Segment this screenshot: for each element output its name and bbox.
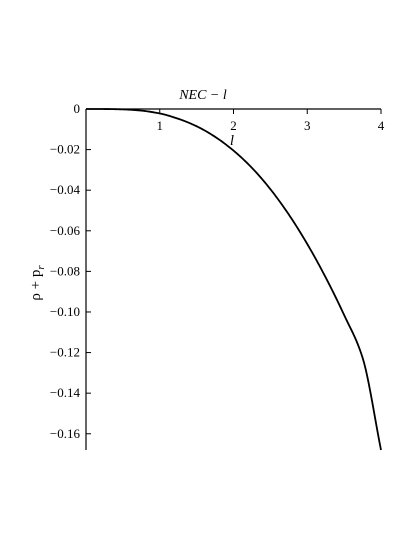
- y-tick-label: −0.16: [50, 426, 81, 441]
- y-tick-label: −0.10: [50, 304, 80, 319]
- chart-title: NEC − l: [178, 88, 227, 103]
- x-tick-label: 4: [378, 118, 385, 133]
- y-tick-label: −0.12: [50, 345, 80, 360]
- x-tick-label: 2: [230, 118, 237, 133]
- y-tick-label: −0.08: [50, 263, 80, 278]
- x-ticks: 1 2 3 4: [157, 109, 385, 133]
- series-line: [86, 108, 382, 451]
- y-axis-title-subscript: r: [35, 265, 47, 270]
- y-tick-label: 0: [74, 101, 81, 116]
- x-tick-label: 3: [304, 118, 311, 133]
- svg-text:ρ + pr: ρ + pr: [28, 265, 47, 301]
- x-axis-title: l: [230, 133, 234, 149]
- y-tick-label: −0.14: [50, 385, 81, 400]
- y-tick-label: −0.06: [50, 223, 81, 238]
- x-tick-label: 1: [157, 118, 164, 133]
- y-ticks: 0 −0.02 −0.04 −0.06 −0.08 −0.10 −0.12 −0.14 −0.1…: [50, 101, 91, 441]
- y-axis-title: ρ + pr: [28, 265, 47, 301]
- y-tick-label: −0.04: [50, 182, 81, 197]
- y-tick-label: −0.02: [50, 142, 80, 157]
- y-axis-title-main: ρ + p: [28, 270, 44, 301]
